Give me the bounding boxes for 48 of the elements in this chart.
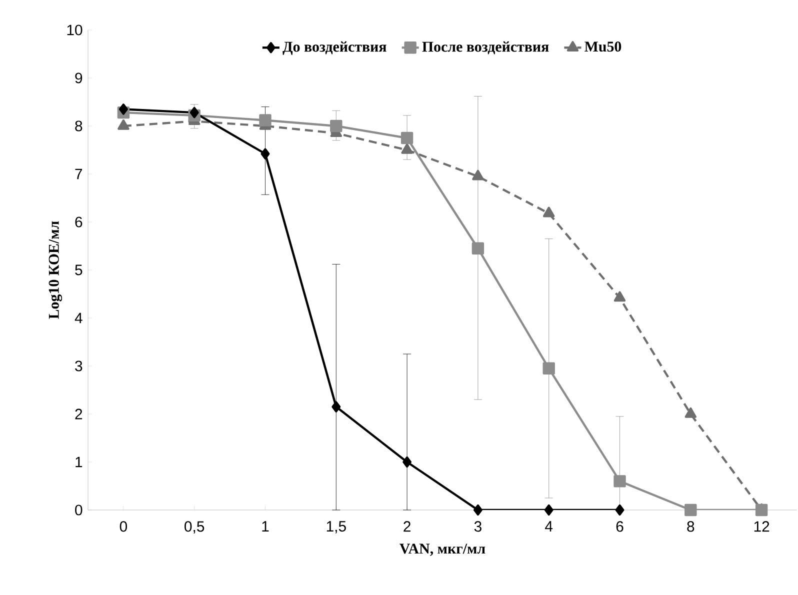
point — [332, 401, 341, 412]
point — [472, 242, 484, 254]
point — [684, 504, 697, 516]
point — [330, 120, 342, 132]
point — [118, 104, 128, 115]
point — [614, 475, 626, 488]
x-axis-title: VAN, мкг/мл — [400, 544, 486, 556]
x-tick-label: 12 — [754, 521, 770, 532]
point — [473, 504, 482, 516]
point — [542, 362, 555, 374]
y-tick-label: 7 — [75, 168, 82, 180]
point — [260, 148, 270, 160]
x-tick-label: 4 — [545, 521, 553, 532]
y-tick-label: 3 — [75, 360, 82, 372]
point — [402, 456, 412, 468]
y-tick-label: 4 — [74, 312, 82, 324]
legend-label: До воздействия — [282, 41, 386, 55]
x-tick-label: 1 — [262, 521, 269, 532]
y-tick-label: 1 — [76, 456, 82, 468]
point — [400, 132, 414, 144]
y-tick-label: 9 — [75, 72, 82, 84]
x-tick-label: 6 — [616, 521, 624, 532]
point — [544, 504, 554, 516]
point — [684, 407, 697, 418]
x-tick-label: 0,5 — [184, 521, 204, 534]
x-tick-label: 8 — [687, 521, 694, 532]
y-tick-label: 10 — [67, 24, 82, 36]
point — [614, 291, 626, 302]
point — [118, 119, 130, 130]
point — [190, 106, 199, 118]
point — [755, 504, 768, 516]
legend-label: После воздействия — [422, 41, 549, 54]
x-tick-label: 3 — [474, 521, 482, 532]
point — [401, 143, 413, 154]
x-tick-label: 1,5 — [326, 521, 346, 534]
y-tick-label: 2 — [75, 408, 82, 420]
legend-label: Mu50 — [584, 42, 622, 52]
point — [472, 170, 484, 180]
y-tick-label: 5 — [75, 264, 82, 276]
y-tick-label: 6 — [75, 216, 82, 228]
point — [259, 114, 272, 126]
y-tick-label: 8 — [75, 120, 82, 132]
point — [615, 504, 624, 516]
y-axis-title: Log10 КОЕ/мл — [48, 221, 62, 319]
point — [542, 206, 555, 218]
x-tick-label: 0 — [120, 521, 128, 532]
x-tick-label: 2 — [404, 521, 410, 532]
y-tick-label: 0 — [75, 504, 82, 516]
